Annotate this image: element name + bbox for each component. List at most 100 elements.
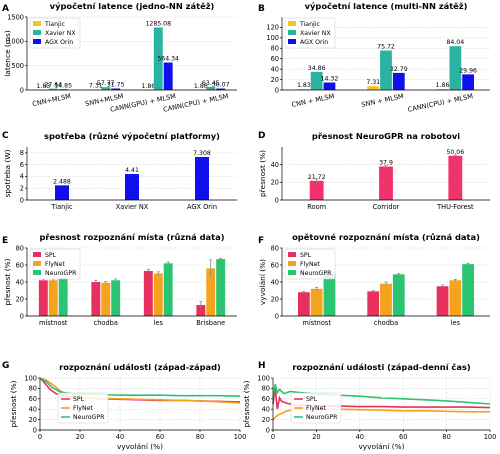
y-tick-label: 80 [29, 385, 37, 393]
data-label: 63.45 [202, 80, 220, 87]
legend-label: Tianjic [44, 21, 65, 28]
x-tick-label: 20 [76, 433, 84, 441]
x-tick-label: chodba [374, 319, 398, 327]
bar [309, 180, 324, 200]
chart-title: opětovné rozpoznání místa (různá data) [292, 232, 480, 242]
y-tick-label: 0 [20, 86, 24, 94]
panel-label: C [2, 131, 9, 141]
bar [38, 280, 48, 316]
data-label: 1.83 [297, 82, 311, 89]
legend-box [284, 17, 336, 49]
data-label: 1.83 [36, 83, 50, 90]
data-label: 37.9 [379, 160, 393, 167]
bar [196, 304, 206, 316]
x-tick-label: SNN + MLSM [361, 92, 405, 109]
legend-swatch [288, 270, 296, 275]
bar [449, 280, 462, 316]
panel-label: H [258, 361, 266, 371]
bar [380, 50, 392, 90]
x-tick-label: 60 [156, 433, 164, 441]
y-tick-label: 60 [262, 395, 270, 403]
x-tick-label: CNN + MLSM [291, 92, 335, 109]
y-tick-label: 0 [20, 196, 24, 204]
legend-box [29, 248, 81, 280]
legend-label: Tianjic [299, 21, 320, 28]
bar [58, 89, 68, 90]
legend-label: Xavier NX [45, 30, 76, 37]
y-tick-label: 80 [271, 244, 279, 252]
legend-label: Xavier NX [300, 30, 331, 37]
y-tick-label: 0 [33, 426, 37, 434]
data-label: 7.31 [366, 79, 380, 86]
x-tick-label: Room [307, 203, 326, 211]
y-tick-label: 0 [275, 196, 279, 204]
x-tick-label: Tianjic [50, 203, 73, 211]
x-tick-label: místnost [302, 319, 331, 327]
bar [367, 86, 380, 90]
chart-title: přesnost NeuroGPR na robotovi [312, 131, 460, 141]
bar [111, 280, 121, 316]
chart-title: spotřeba (různé výpočetní platformy) [44, 131, 220, 141]
data-label: 7.31 [89, 83, 103, 90]
y-tick-label: 1000 [7, 38, 24, 46]
y-axis-label: vyvolání (%) [258, 259, 267, 305]
bar [153, 273, 163, 316]
y-tick-label: 40 [271, 161, 279, 169]
legend-swatch [288, 261, 296, 266]
legend-swatch [288, 252, 296, 257]
data-label: 1.86 [194, 83, 208, 90]
legend-label: SPL [300, 252, 312, 259]
data-label: 34.86 [308, 65, 326, 72]
y-tick-label: 40 [262, 406, 270, 414]
data-label: 4.41 [125, 167, 139, 174]
bar [111, 88, 121, 90]
y-axis-label: přesnost (%) [242, 380, 251, 427]
bar [48, 88, 58, 90]
chart-title: rozpoznání události (západ-denní čas) [292, 362, 471, 372]
x-tick-label: 40 [356, 433, 364, 441]
y-tick-label: 60 [271, 55, 279, 63]
legend-label: SPL [306, 396, 318, 403]
data-label: 30.07 [212, 82, 230, 89]
y-tick-label: 20 [16, 295, 24, 303]
chart-title: přesnost rozpoznání místa (různá data) [39, 232, 224, 242]
y-tick-label: 100 [257, 374, 270, 382]
panel-label: G [2, 361, 9, 371]
x-tick-label: Brisbane [196, 319, 225, 327]
bar [436, 286, 449, 316]
y-tick-label: 2 [20, 185, 24, 193]
x-tick-label: 40 [116, 433, 124, 441]
y-tick-label: 0 [266, 426, 270, 434]
y-axis-label: přesnost (%) [3, 258, 12, 305]
y-tick-label: 100 [266, 34, 279, 42]
y-tick-label: 0 [20, 312, 24, 320]
x-tick-label: 100 [234, 433, 247, 441]
chart-title: výpočetní latence (multi-NN zátěž) [305, 1, 468, 11]
y-tick-label: 500 [11, 62, 24, 70]
y-tick-label: 20 [271, 295, 279, 303]
data-label: 14.85 [54, 82, 72, 89]
y-tick-label: 20 [262, 416, 270, 424]
data-label: 50.06 [446, 149, 464, 156]
y-tick-label: 60 [271, 261, 279, 269]
series-line [39, 377, 241, 397]
data-label: 564.34 [157, 56, 179, 63]
bar [216, 88, 226, 90]
y-tick-label: 60 [16, 261, 24, 269]
y-tick-label: 1500 [7, 13, 24, 21]
series-line [39, 377, 241, 404]
legend-label: SPL [73, 396, 85, 403]
bar [58, 278, 68, 316]
legend-swatch [288, 39, 296, 44]
data-label: 14.32 [321, 76, 339, 83]
legend-label: FlyNet [300, 261, 320, 268]
bar [449, 46, 462, 90]
bar [91, 282, 101, 316]
legend-swatch [288, 30, 296, 35]
bar [310, 288, 323, 316]
panel-label: F [258, 236, 264, 246]
